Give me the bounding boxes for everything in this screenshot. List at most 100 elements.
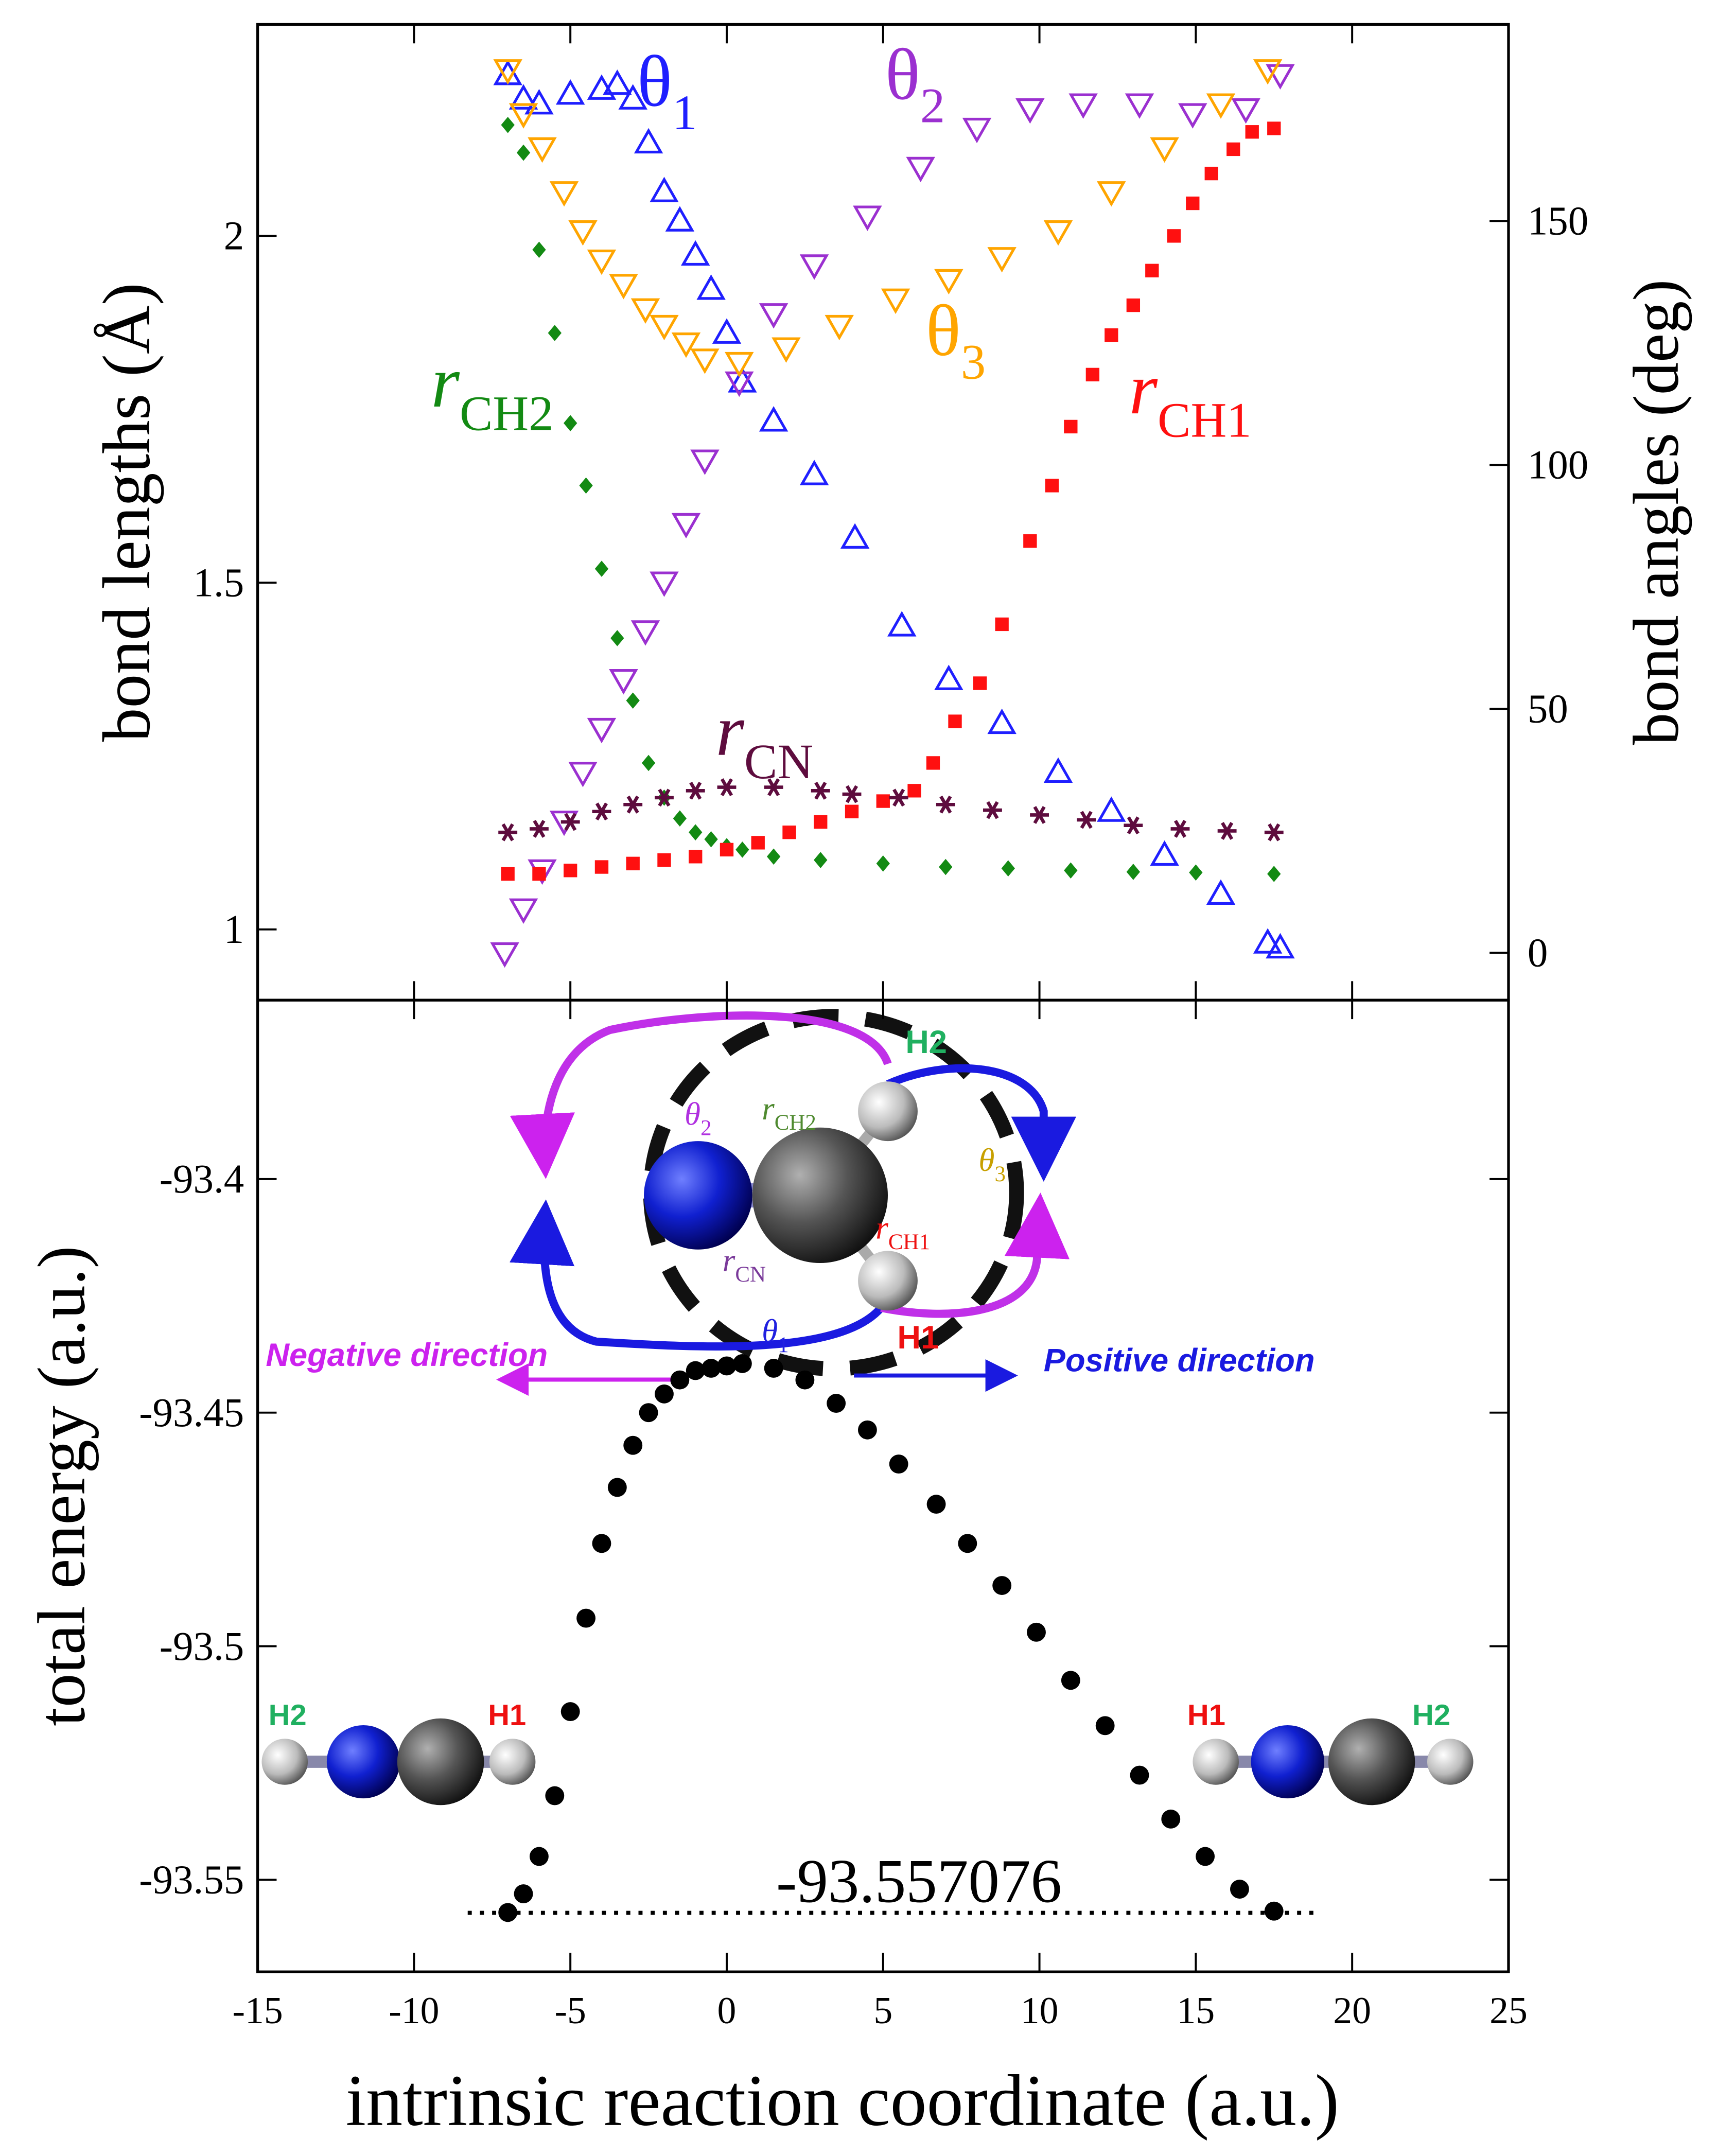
triangle-marker: [650, 571, 679, 597]
plot-frame: [256, 998, 1510, 1973]
label-main: Negative direction: [266, 1337, 548, 1373]
square-marker: [1045, 479, 1059, 493]
plot-frame: [256, 23, 1510, 1002]
y-tick-label: -93.4: [160, 1157, 244, 1202]
triangle-marker: [618, 84, 647, 110]
circle-marker: [1027, 1622, 1046, 1642]
label: rCN: [716, 690, 814, 789]
triangle-marker: [1150, 137, 1179, 163]
circle-marker: [576, 1608, 596, 1628]
triangle-marker: [799, 254, 829, 280]
label-sub: 1: [778, 1333, 788, 1357]
circle-marker: [992, 1576, 1012, 1595]
triangle-marker: [1253, 928, 1283, 954]
triangle-marker: [587, 717, 617, 744]
y2-tick-label: 0: [1528, 931, 1548, 976]
triangle-marker: [881, 288, 910, 314]
triangle-marker: [1206, 879, 1236, 905]
diamond-marker: [876, 855, 890, 872]
label-main: r: [723, 1242, 735, 1278]
square-marker: [657, 853, 671, 867]
star-marker: [686, 781, 705, 800]
star-marker: [498, 823, 518, 842]
triangle-marker: [825, 314, 854, 341]
triangle-marker: [1068, 93, 1098, 119]
label: H1: [1187, 1699, 1225, 1732]
circle-marker: [958, 1534, 977, 1553]
star-marker: [560, 813, 580, 831]
label-main: H2: [1412, 1699, 1450, 1732]
circle-marker: [686, 1361, 705, 1380]
triangle-marker: [509, 84, 538, 110]
label-main: r: [716, 690, 745, 771]
y-tick-label: -93.5: [160, 1624, 244, 1669]
triangle-marker: [696, 274, 726, 300]
triangle-marker: [630, 620, 660, 646]
square-marker: [1267, 121, 1281, 135]
triangle-marker: [609, 669, 638, 695]
y-axis-label: total energy (a.u.): [25, 1246, 99, 1726]
triangle-marker: [650, 314, 679, 341]
diamond-marker: [735, 842, 749, 858]
triangle-marker: [840, 523, 870, 549]
star-marker: [717, 778, 737, 797]
triangle-marker: [690, 449, 720, 475]
label-main: r: [1129, 348, 1158, 429]
x-tick-label: 0: [717, 1989, 737, 2031]
triangle-marker: [555, 79, 585, 105]
label: θ2: [885, 33, 945, 133]
circle-marker: [655, 1384, 674, 1404]
circle-marker: [732, 1354, 752, 1373]
label-main: r: [762, 1091, 775, 1127]
square-marker: [1226, 142, 1240, 156]
circle-marker: [702, 1359, 721, 1378]
label-sub: CH1: [888, 1230, 930, 1254]
square-marker: [782, 825, 796, 839]
label-sub: CH2: [775, 1111, 816, 1135]
square-marker: [814, 815, 828, 829]
triangle-marker: [524, 89, 554, 115]
label: H2: [269, 1699, 307, 1732]
label-main: H2: [905, 1024, 947, 1060]
label: θ1: [637, 40, 697, 140]
triangle-marker: [509, 898, 538, 924]
triangle-marker: [1150, 840, 1179, 866]
triangle-marker: [934, 269, 963, 295]
square-marker: [564, 864, 577, 878]
circle-marker: [545, 1786, 565, 1806]
label-main: r: [431, 341, 460, 423]
x-tick-label: -5: [554, 1989, 586, 2031]
label-sub: CN: [735, 1263, 766, 1287]
star-marker: [983, 801, 1002, 819]
label-main: θ: [762, 1313, 778, 1349]
diamond-marker: [704, 831, 718, 848]
circle-marker: [764, 1359, 783, 1378]
label: θ3: [978, 1142, 1006, 1186]
diamond-marker: [1126, 864, 1141, 880]
square-marker: [907, 784, 921, 798]
label-sub: CN: [744, 734, 813, 789]
circle-marker: [1196, 1847, 1215, 1866]
triangle-marker: [1097, 796, 1126, 822]
circle-marker: [607, 1478, 627, 1497]
star-marker: [623, 795, 643, 814]
label-sub: CH1: [1158, 393, 1252, 448]
circle-marker: [639, 1403, 658, 1423]
square-marker: [1023, 534, 1037, 548]
triangle-marker: [987, 708, 1017, 734]
triangle-marker: [853, 205, 882, 231]
triangle-marker: [934, 664, 963, 690]
label: rCH2: [431, 341, 554, 441]
diamond-marker: [516, 144, 531, 161]
triangle-marker: [603, 69, 632, 95]
triangle-marker: [712, 318, 742, 344]
square-marker: [1186, 196, 1200, 211]
label: rCN: [723, 1242, 766, 1287]
inset-diagram: [261, 1009, 1474, 1806]
diamond-marker: [766, 848, 781, 865]
square-marker: [594, 860, 609, 874]
square-marker: [1085, 367, 1100, 382]
label: Positive direction: [1044, 1343, 1315, 1379]
